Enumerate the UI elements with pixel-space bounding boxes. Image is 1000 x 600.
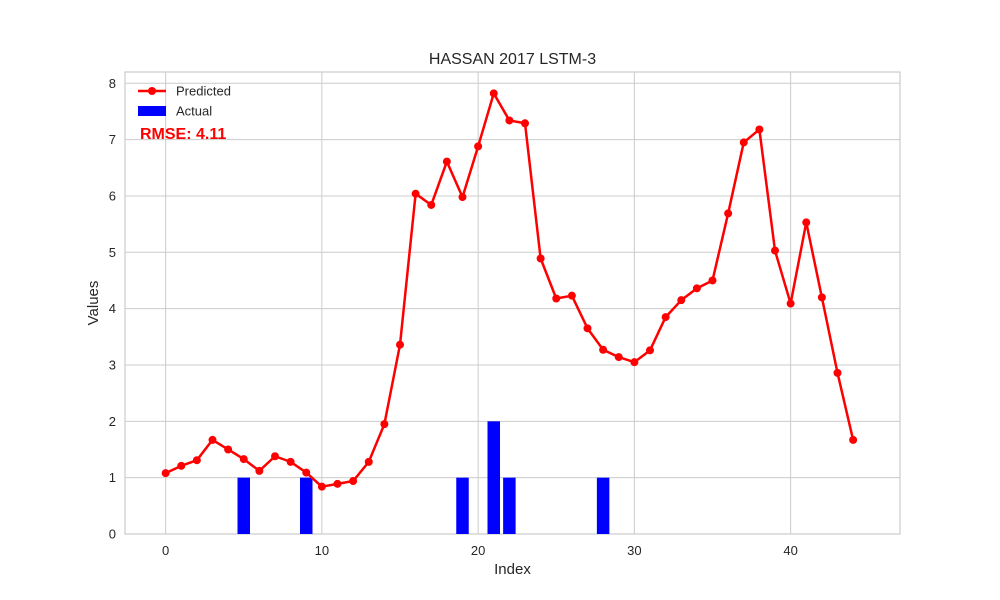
predicted-point xyxy=(614,353,623,362)
predicted-point xyxy=(849,435,858,444)
legend-predicted-marker-swatch xyxy=(148,87,156,95)
predicted-point xyxy=(427,200,436,209)
x-tick-label: 20 xyxy=(471,543,485,558)
predicted-point xyxy=(802,218,811,227)
predicted-point xyxy=(224,445,233,454)
x-tick-label: 10 xyxy=(315,543,329,558)
predicted-point xyxy=(239,455,248,464)
predicted-point xyxy=(286,457,295,466)
actual-bar xyxy=(487,421,500,534)
predicted-point xyxy=(161,469,170,478)
predicted-point xyxy=(208,435,217,444)
predicted-point xyxy=(505,116,514,125)
y-tick-label: 2 xyxy=(109,414,116,429)
predicted-point xyxy=(271,452,279,461)
y-tick-label: 8 xyxy=(109,76,116,91)
y-tick-label: 3 xyxy=(109,357,116,372)
actual-bar xyxy=(237,477,250,534)
predicted-point xyxy=(771,246,779,255)
predicted-point xyxy=(567,291,576,300)
predicted-point xyxy=(489,89,498,98)
y-tick-label: 5 xyxy=(109,245,116,260)
predicted-point xyxy=(724,209,733,218)
actual-bars xyxy=(237,421,610,534)
predicted-point xyxy=(255,466,264,475)
legend-actual-swatch xyxy=(138,106,166,116)
predicted-point xyxy=(739,138,748,147)
predicted-point xyxy=(364,457,373,466)
x-tick-label: 30 xyxy=(627,543,641,558)
predicted-point xyxy=(677,296,686,305)
tick-labels: 0 10 20 30 40 0 1 2 3 4 5 6 7 8 xyxy=(109,76,798,558)
rmse-annotation: RMSE: 4.11 xyxy=(140,126,226,143)
y-tick-label: 6 xyxy=(109,188,116,203)
actual-bar xyxy=(456,477,469,534)
predicted-point xyxy=(442,157,451,166)
predicted-point xyxy=(661,313,670,322)
predicted-point xyxy=(817,293,826,302)
x-tick-label: 40 xyxy=(783,543,797,558)
predicted-point xyxy=(192,456,201,465)
y-tick-label: 7 xyxy=(109,132,116,147)
legend: Predicted Actual xyxy=(138,84,231,119)
actual-bar xyxy=(503,477,516,534)
chart-title: HASSAN 2017 LSTM-3 xyxy=(429,51,596,68)
predicted-point xyxy=(536,254,545,263)
actual-bar xyxy=(596,477,610,534)
legend-actual-label: Actual xyxy=(176,104,212,119)
predicted-point xyxy=(599,345,608,354)
predicted-point xyxy=(411,189,420,198)
predicted-point xyxy=(177,461,186,470)
predicted-point xyxy=(646,346,654,355)
y-tick-label: 1 xyxy=(109,470,116,485)
predicted-point xyxy=(396,340,404,349)
x-tick-label: 0 xyxy=(162,543,169,558)
predicted-point xyxy=(302,468,311,477)
predicted-point xyxy=(630,358,639,367)
predicted-point xyxy=(786,299,795,308)
predicted-point xyxy=(458,193,467,202)
predicted-point xyxy=(583,324,592,333)
predicted-point xyxy=(692,284,701,293)
predicted-line-series xyxy=(161,89,858,491)
y-axis-label: Values xyxy=(85,281,102,326)
predicted-point xyxy=(708,276,717,285)
actual-bar xyxy=(300,477,313,534)
predicted-point xyxy=(755,125,764,134)
predicted-point xyxy=(317,482,326,491)
predicted-point xyxy=(380,420,389,429)
predicted-point xyxy=(521,119,529,128)
legend-predicted-label: Predicted xyxy=(176,84,231,99)
predicted-point xyxy=(833,368,842,377)
predicted-point xyxy=(474,142,483,151)
predicted-point xyxy=(552,294,561,303)
predicted-point xyxy=(349,477,358,486)
predicted-point xyxy=(333,479,342,488)
y-tick-label: 0 xyxy=(109,527,116,542)
y-tick-label: 4 xyxy=(109,301,116,316)
x-axis-label: Index xyxy=(494,561,531,578)
